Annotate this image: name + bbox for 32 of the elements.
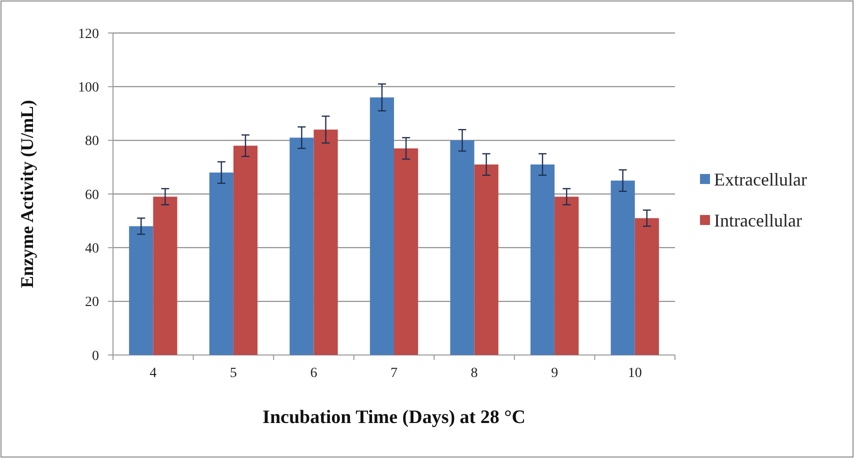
- bar: [233, 146, 258, 355]
- bar: [634, 218, 659, 355]
- bar: [314, 130, 338, 355]
- x-tick-label: 8: [470, 366, 478, 381]
- bar: [474, 164, 498, 355]
- x-tick-label: 7: [390, 366, 398, 381]
- y-tick-label: 120: [78, 26, 99, 42]
- bar: [450, 140, 474, 355]
- bar: [530, 164, 555, 355]
- bar: [129, 226, 154, 355]
- y-tick-label: 100: [78, 80, 99, 96]
- bar: [153, 196, 178, 355]
- y-tick-label: 40: [85, 242, 99, 257]
- x-tick-label: 5: [230, 366, 237, 381]
- bar: [554, 196, 579, 355]
- legend-label: Extracellular: [714, 169, 807, 190]
- bar: [394, 148, 418, 355]
- legend-label: Intracellular: [714, 210, 802, 230]
- bar: [209, 172, 234, 355]
- x-tick-label: 9: [551, 366, 558, 381]
- x-tick-label: 6: [310, 366, 318, 381]
- bar: [610, 180, 635, 355]
- y-tick-label: 80: [85, 134, 99, 150]
- x-tick-label: 10: [628, 366, 642, 381]
- bar: [370, 97, 394, 355]
- x-tick-label: 4: [150, 366, 157, 381]
- bar: [290, 138, 314, 355]
- y-tick-label: 20: [85, 295, 99, 310]
- y-tick-label: 60: [85, 188, 99, 203]
- y-tick-label: 0: [92, 348, 99, 364]
- y-axis-title: Enzyme Activity (U/mL): [17, 100, 37, 288]
- x-axis-title: Incubation Time (Days) at 28 °C: [262, 407, 526, 428]
